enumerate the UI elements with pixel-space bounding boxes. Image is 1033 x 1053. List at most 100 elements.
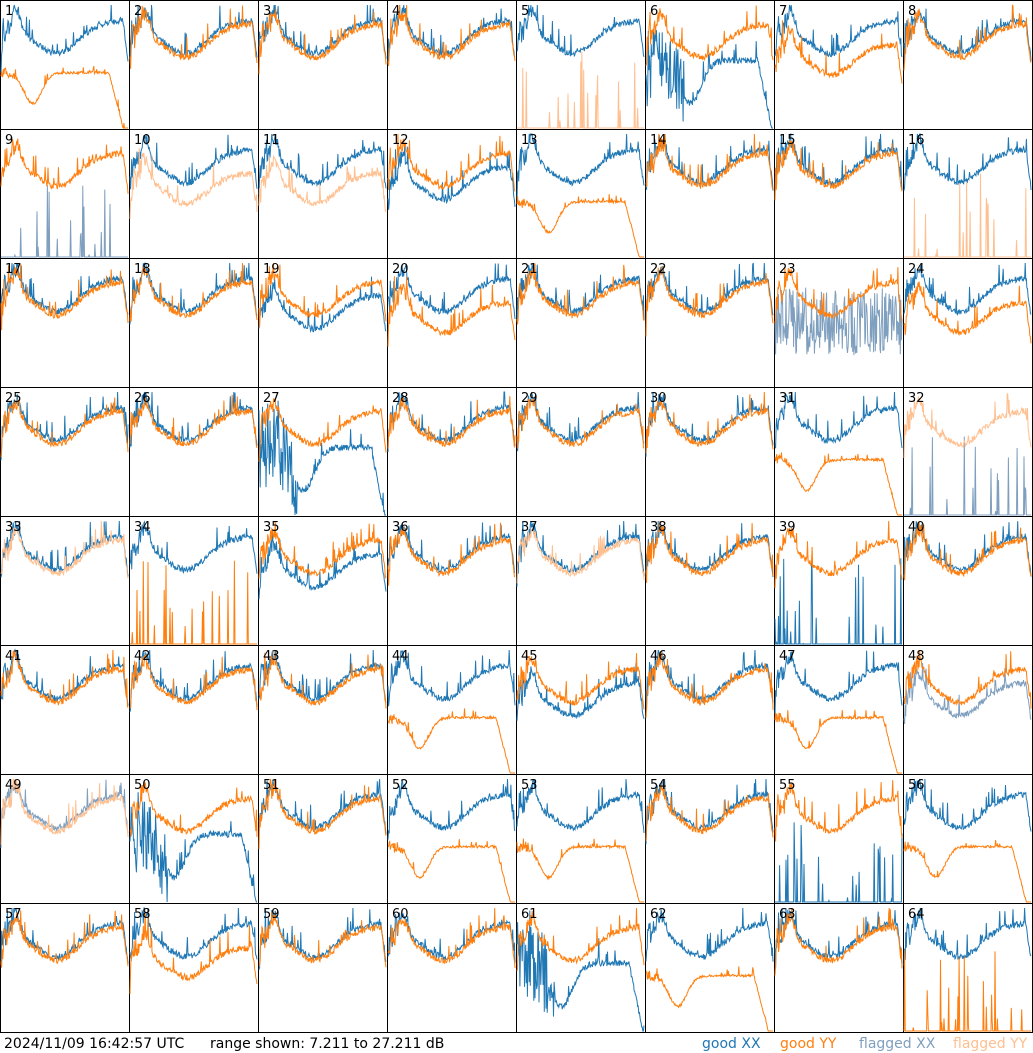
trace-yy-good [903,520,1032,581]
trace-yy-good [645,5,774,66]
panel-22: 22 [645,258,775,388]
panel-9: 9 [0,129,130,259]
panel-label: 14 [650,133,667,148]
panel-label: 60 [392,907,409,922]
trace-yy-flagged [517,51,644,129]
trace-yy-good [645,266,774,337]
panel-frame [903,129,1033,259]
trace-yy-good [0,264,129,331]
trace-yy-good [258,398,387,462]
trace-yy-good [129,782,258,837]
trace-xx-good [774,907,903,969]
trace-yy-good [0,397,129,458]
trace-yy-good [258,912,387,968]
trace-xx-flagged [904,436,1031,516]
legend-entry-0: good XX [702,1036,761,1052]
panel-label: 42 [134,649,151,664]
trace-yy-good [903,281,1032,344]
trace-xx-good [387,391,516,453]
panel-18: 18 [129,258,259,388]
panel-51: 51 [258,774,388,904]
trace-xx-good [903,778,1032,832]
panel-label: 58 [134,907,151,922]
panel-59: 59 [258,903,388,1033]
panel-label: 52 [392,778,409,793]
trace-xx-good [387,649,516,707]
panel-29: 29 [516,387,646,517]
panel-label: 22 [650,262,667,277]
trace-yy-good [387,133,516,192]
panel-label: 20 [392,262,409,277]
panel-frame [387,903,517,1033]
trace-yy-good [129,910,258,995]
panel-label: 5 [521,4,529,19]
trace-xx-good [645,907,774,962]
trace-yy-good [774,20,903,84]
panel-43: 43 [258,645,388,775]
panel-48: 48 [903,645,1033,775]
panel-13: 13 [516,129,646,259]
panel-label: 33 [5,520,22,535]
panel-11: 11 [258,129,388,259]
trace-yy-good [645,520,774,584]
trace-xx-good [516,132,645,200]
panel-24: 24 [903,258,1033,388]
trace-yy-good [645,779,774,841]
panel-45: 45 [516,645,646,775]
trace-yy-good [645,651,774,718]
trace-yy-flagged [0,778,129,845]
panel-54: 54 [645,774,775,904]
trace-xx-good [903,8,1032,64]
panel-label: 34 [134,520,151,535]
trace-yy-good [774,520,903,589]
legend: good XX good YY flagged XX flagged YY [702,1036,1028,1052]
panel-label: 61 [521,907,538,922]
trace-yy-good [0,65,128,130]
panel-36: 36 [387,516,517,646]
panel-58: 58 [129,903,259,1033]
trace-xx-flagged [0,779,129,849]
panel-label: 39 [779,520,796,535]
panel-label: 8 [908,4,916,19]
panel-label: 17 [5,262,22,277]
panel-label: 19 [263,262,280,277]
panel-17: 17 [0,258,130,388]
trace-yy-good [0,910,129,968]
panel-47: 47 [774,645,904,775]
trace-xx-good [258,400,386,516]
trace-xx-good [258,276,387,334]
trace-yy-good [516,194,644,258]
trace-yy-good [774,267,903,324]
panel-label: 46 [650,649,667,664]
trace-yy-good [258,520,387,580]
trace-yy-good [516,649,645,710]
trace-xx-good [774,4,903,58]
panel-40: 40 [903,516,1033,646]
panel-8: 8 [903,0,1033,130]
trace-xx-good [387,4,516,65]
trace-xx-good [387,778,516,840]
panel-32: 32 [903,387,1033,517]
panel-label: 43 [263,649,280,664]
panel-50: 50 [129,774,259,904]
panel-frame [258,903,388,1033]
panel-19: 19 [258,258,388,388]
trace-yy-good [516,263,645,325]
panel-label: 10 [134,133,151,148]
panel-label: 53 [521,778,538,793]
panel-label: 29 [521,391,538,406]
panel-label: 64 [908,907,925,922]
panel-label: 47 [779,649,796,664]
trace-xx-good [258,649,387,703]
panel-14: 14 [645,129,775,259]
panel-label: 62 [650,907,667,922]
panel-label: 21 [521,262,538,277]
panel-27: 27 [258,387,388,517]
trace-xx-good [774,558,902,645]
panel-label: 23 [779,262,796,277]
panel-2: 2 [129,0,259,130]
trace-xx-good [129,4,258,60]
trace-xx-flagged [1,185,128,258]
